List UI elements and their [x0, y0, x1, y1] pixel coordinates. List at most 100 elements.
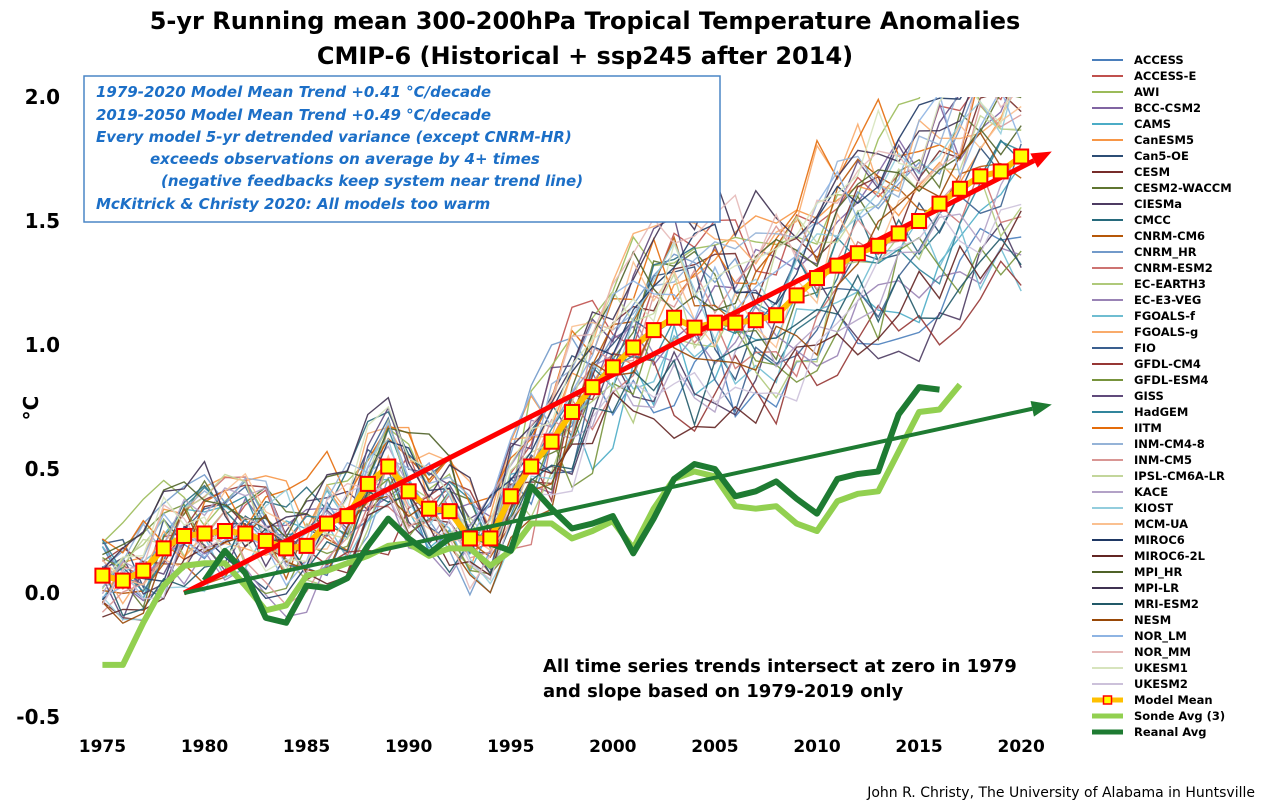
x-tick-label: 1980: [181, 737, 228, 757]
x-tick-label: 1995: [487, 737, 534, 757]
y-tick-label: 1.0: [25, 333, 60, 357]
model-line: [101, 97, 1014, 605]
legend-label: UKESM2: [1134, 677, 1188, 691]
y-tick-label: 0.5: [25, 457, 60, 481]
sonde-avg-line: [102, 382, 963, 668]
legend-label: MCM-UA: [1134, 517, 1188, 531]
model-mean-point: [94, 567, 111, 584]
legend-label: CNRM-CM6: [1134, 229, 1205, 243]
legend-label: MRI-ESM2: [1134, 597, 1199, 611]
legend-marker-model-mean: [1102, 695, 1113, 705]
model-mean-point: [727, 314, 744, 331]
legend-label: ACCESS: [1134, 53, 1184, 67]
x-tick-label: 2010: [793, 737, 840, 757]
model-mean-point: [216, 523, 233, 539]
model-mean-point: [584, 379, 601, 396]
model-mean-point: [278, 540, 295, 557]
model-lines: [101, 97, 1022, 625]
annotation-line-1: All time series trends intersect at zero…: [543, 656, 1017, 677]
model-mean-point: [237, 525, 254, 542]
x-tick-label: 1990: [385, 737, 432, 757]
model-mean-point: [441, 503, 458, 520]
model-mean-point: [523, 458, 540, 475]
legend-label: ACCESS-E: [1134, 69, 1196, 83]
model-mean-point: [972, 168, 989, 185]
model-line: [102, 222, 1022, 595]
x-axis: 1975 1980 1985 1990 1995 2000 2005 2010 2015 2020: [79, 737, 1045, 757]
legend-label: Can5-OE: [1134, 149, 1189, 163]
legend-label: INM-CM4-8: [1134, 437, 1205, 451]
legend-label: GISS: [1134, 389, 1164, 403]
legend-label: AWI: [1134, 85, 1159, 99]
info-line-1: 1979-2020 Model Mean Trend +0.41 °C/deca…: [96, 83, 491, 101]
y-axis: -0.5 0.0 0.5 1.0 1.5 2.0: [16, 85, 60, 729]
model-mean-point: [911, 213, 928, 229]
legend-label: NOR_LM: [1134, 629, 1187, 644]
info-line-4: exceeds observations on average by 4+ ti…: [150, 150, 540, 168]
x-tick-label: 2015: [895, 737, 942, 757]
model-mean-point: [421, 500, 438, 517]
legend-label: CNRM-ESM2: [1134, 261, 1213, 275]
model-mean-point: [482, 530, 499, 547]
legend-label: KACE: [1134, 485, 1168, 499]
model-mean-point: [931, 195, 948, 212]
legend-label: CESM: [1134, 165, 1170, 179]
x-tick-label: 2000: [589, 737, 636, 757]
legend-label: FGOALS-g: [1134, 325, 1198, 339]
model-mean-point: [829, 257, 846, 274]
model-line: [102, 97, 1022, 598]
model-mean-point: [809, 270, 825, 287]
legend-label: NOR_MM: [1134, 645, 1191, 660]
reanal_trend-arrowhead: [1030, 400, 1052, 417]
model-mean-point: [135, 562, 152, 579]
legend-label: MPI_HR: [1134, 565, 1183, 580]
y-axis-label: °C: [19, 396, 43, 421]
legend-label: BCC-CSM2: [1134, 101, 1201, 115]
model-mean-point: [543, 433, 560, 450]
legend: ACCESS ACCESS-E AWI BCC-CSM2 CAMS CanESM5 Can5…: [1092, 53, 1232, 739]
y-tick-label: -0.5: [16, 705, 60, 729]
legend-label: CanESM5: [1134, 133, 1194, 147]
model-mean-point: [564, 403, 580, 420]
legend-label: MIROC6: [1134, 533, 1185, 547]
model-mean-point: [298, 537, 315, 554]
model-mean-point: [114, 572, 131, 589]
legend-label: HadGEM: [1134, 405, 1188, 419]
model-mean-point: [992, 163, 1009, 180]
model-mean-point: [890, 225, 907, 242]
legend-label: CAMS: [1134, 117, 1171, 131]
legend-label: CESM2-WACCM: [1134, 181, 1232, 195]
info-box-frame: [83, 75, 721, 223]
info-line-2: 2019-2050 Model Mean Trend +0.49 °C/deca…: [96, 106, 491, 124]
chart-subtitle: CMIP-6 (Historical + ssp245 after 2014): [317, 42, 853, 70]
model-mean-point: [1013, 148, 1030, 165]
reanal_trend-line: [183, 406, 1033, 595]
y-tick-label: 1.5: [25, 209, 60, 233]
model-line: [102, 143, 1022, 600]
model-mean-point: [625, 339, 642, 356]
model-line: [101, 203, 1022, 605]
legend-label: IITM: [1134, 421, 1162, 435]
model-mean-point: [645, 322, 662, 339]
legend-label: GFDL-ESM4: [1134, 373, 1209, 387]
model-line: [101, 97, 963, 601]
legend-label: KIOST: [1134, 501, 1173, 515]
model-mean-point: [747, 312, 764, 329]
legend-label: EC-EARTH3: [1134, 277, 1206, 291]
legend-label: EC-E3-VEG: [1134, 293, 1201, 307]
x-tick-label: 2005: [691, 737, 738, 757]
y-tick-label: 2.0: [25, 85, 60, 109]
model-mean-point: [686, 319, 703, 336]
legend-label: CNRM_HR: [1134, 245, 1197, 260]
model-mean-point: [319, 515, 335, 532]
model-line: [101, 97, 1013, 605]
model-mean-point: [155, 540, 172, 557]
legend-label: Reanal Avg: [1134, 725, 1207, 739]
model-mean-point: [604, 359, 621, 376]
legend-label: INM-CM5: [1134, 453, 1192, 467]
reanal-avg-line: [202, 384, 940, 626]
trend-lines: [94, 148, 1052, 596]
model-mean-point: [461, 530, 478, 547]
model-mean-point: [502, 488, 519, 505]
